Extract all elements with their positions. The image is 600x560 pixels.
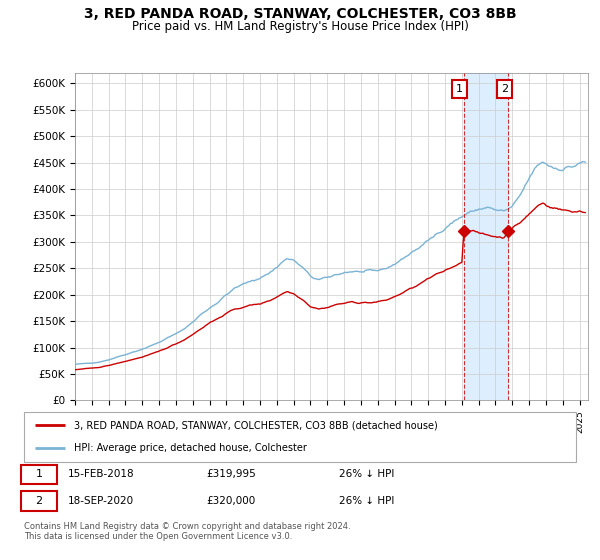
Text: 18-SEP-2020: 18-SEP-2020 <box>68 496 134 506</box>
Text: £320,000: £320,000 <box>206 496 256 506</box>
Text: 2: 2 <box>501 83 508 94</box>
Text: HPI: Average price, detached house, Colchester: HPI: Average price, detached house, Colc… <box>74 444 307 454</box>
FancyBboxPatch shape <box>21 465 57 484</box>
Text: 26% ↓ HPI: 26% ↓ HPI <box>338 496 394 506</box>
Text: 3, RED PANDA ROAD, STANWAY, COLCHESTER, CO3 8BB (detached house): 3, RED PANDA ROAD, STANWAY, COLCHESTER, … <box>74 420 437 430</box>
Text: 1: 1 <box>35 469 43 479</box>
Text: Price paid vs. HM Land Registry's House Price Index (HPI): Price paid vs. HM Land Registry's House … <box>131 20 469 32</box>
Text: 26% ↓ HPI: 26% ↓ HPI <box>338 469 394 479</box>
Bar <box>464 73 508 400</box>
Text: 2: 2 <box>35 496 43 506</box>
Text: 15-FEB-2018: 15-FEB-2018 <box>68 469 135 479</box>
Text: £319,995: £319,995 <box>206 469 256 479</box>
Text: 3, RED PANDA ROAD, STANWAY, COLCHESTER, CO3 8BB: 3, RED PANDA ROAD, STANWAY, COLCHESTER, … <box>83 7 517 21</box>
Text: Contains HM Land Registry data © Crown copyright and database right 2024.
This d: Contains HM Land Registry data © Crown c… <box>24 522 350 542</box>
FancyBboxPatch shape <box>21 491 57 511</box>
Text: 1: 1 <box>456 83 463 94</box>
